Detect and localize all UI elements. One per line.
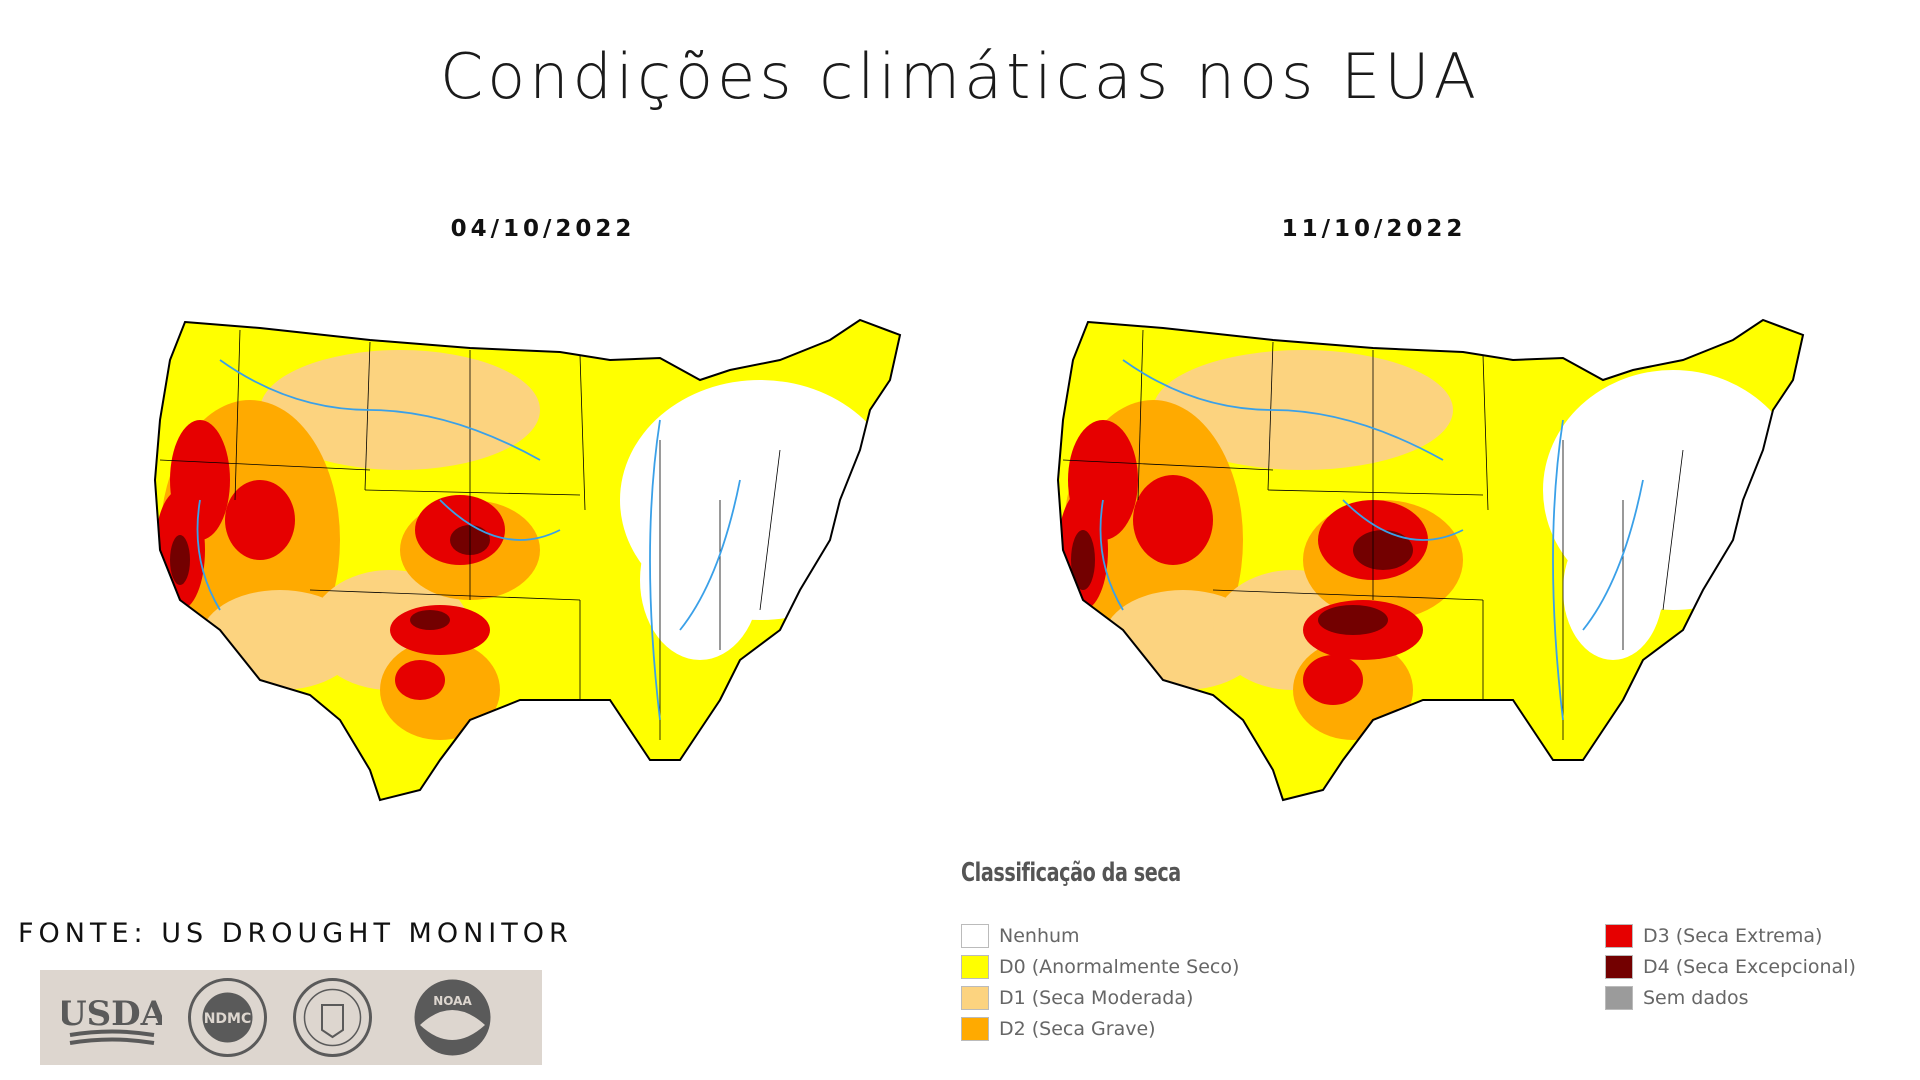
ndmc-logo: NDMC — [188, 978, 267, 1057]
legend-title: Classificação da seca — [961, 858, 1181, 888]
legend-item-d1: D1 (Seca Moderada) — [961, 985, 1193, 1011]
svg-text:NDMC: NDMC — [204, 1011, 252, 1027]
page-title: Condições climáticas nos EUA — [439, 40, 1481, 113]
legend-item-d2: D2 (Seca Grave) — [961, 1016, 1156, 1042]
svg-text:USDA: USDA — [62, 994, 162, 1034]
legend-swatch — [961, 1017, 989, 1041]
map-date-left: 04/10/2022 — [450, 216, 636, 242]
legend-swatch — [961, 924, 989, 948]
doc-seal-logo — [293, 978, 372, 1057]
legend-label: D4 (Seca Excepcional) — [1643, 956, 1856, 978]
legend-label: D3 (Seca Extrema) — [1643, 925, 1823, 947]
source-label: FONTE: US DROUGHT MONITOR — [18, 918, 573, 949]
legend-swatch — [1605, 924, 1633, 948]
legend-label: D2 (Seca Grave) — [999, 1018, 1156, 1040]
legend-item-nenhum: Nenhum — [961, 923, 1080, 949]
legend-label: Sem dados — [1643, 987, 1749, 1009]
drought-map-left — [153, 318, 902, 802]
noaa-logo: NOAA — [414, 979, 491, 1056]
legend-label: Nenhum — [999, 925, 1080, 947]
legend-swatch — [961, 986, 989, 1010]
legend-label: D1 (Seca Moderada) — [999, 987, 1194, 1009]
legend-item-d3: D3 (Seca Extrema) — [1605, 923, 1822, 949]
map-date-right: 11/10/2022 — [1281, 216, 1467, 242]
legend-item-d0: D0 (Anormalmente Seco) — [961, 954, 1239, 980]
legend-swatch — [1605, 955, 1633, 979]
legend-item-no-data: Sem dados — [1605, 985, 1749, 1011]
legend-swatch — [1605, 986, 1633, 1010]
drought-map-right — [1056, 318, 1805, 802]
usda-logo: USDA — [62, 994, 162, 1045]
legend-swatch — [961, 955, 989, 979]
legend-item-d4: D4 (Seca Excepcional) — [1605, 954, 1856, 980]
logo-strip: USDA NDMC NOAA — [40, 970, 542, 1065]
svg-text:NOAA: NOAA — [433, 994, 472, 1008]
legend-label: D0 (Anormalmente Seco) — [999, 956, 1240, 978]
